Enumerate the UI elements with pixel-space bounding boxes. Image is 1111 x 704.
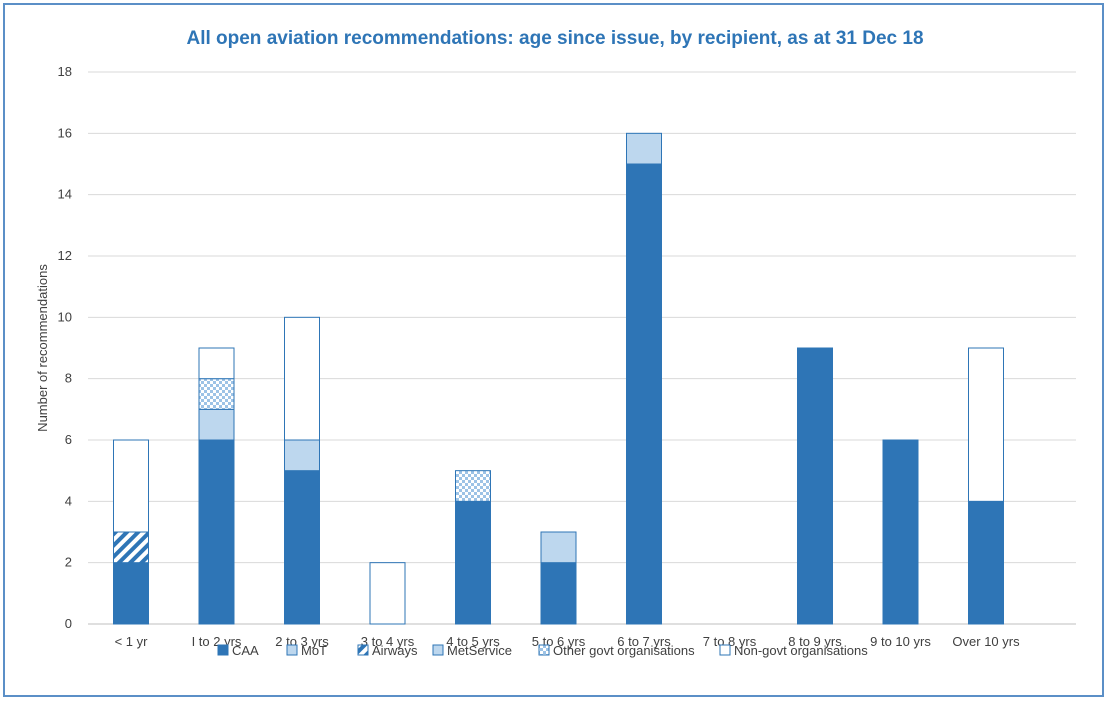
legend-label: Airways (372, 643, 418, 658)
bar-segment (113, 439, 149, 533)
bar-segment (198, 378, 235, 410)
legend-label: MetService (447, 643, 512, 658)
y-tick-label: 2 (65, 555, 72, 570)
legend-swatch (217, 644, 229, 656)
bar-segment (540, 531, 577, 564)
x-tick-label: I to 2 yrs (192, 634, 242, 649)
legend-label: MoT (301, 643, 327, 658)
legend-label: Non-govt organisations (734, 643, 868, 658)
bar-segment (198, 439, 235, 625)
y-tick-label: 8 (65, 371, 72, 386)
gridlines (88, 71, 1076, 625)
x-tick-label: 6 to 7 yrs (617, 634, 671, 649)
bar-segment (455, 500, 491, 625)
x-axis-ticks: < 1 yr I to 2 yrs 2 to 3 yrs 3 to 4 yrs 4 to… (115, 634, 1021, 649)
bar-segment (540, 562, 577, 625)
bar-segment (198, 347, 235, 380)
bar-segment (113, 531, 149, 564)
bar-segment (284, 470, 320, 625)
x-tick-label: 8 to 9 yrs (788, 634, 842, 649)
x-tick-label: 4 to 5 yrs (446, 634, 500, 649)
bar-segment (113, 562, 149, 625)
x-tick-label: < 1 yr (115, 634, 149, 649)
x-tick-label: 9 to 10 yrs (870, 634, 931, 649)
legend: CAA MoT Airways MetService Other govt organi… (217, 643, 868, 658)
legend-swatch (538, 644, 550, 656)
bars (113, 132, 1004, 625)
bar-segment (369, 562, 406, 625)
bar-segment (626, 132, 662, 165)
y-tick-label: 12 (58, 248, 72, 263)
x-tick-label: 3 to 4 yrs (361, 634, 415, 649)
legend-swatch (432, 644, 444, 656)
legend-swatch (286, 644, 298, 656)
y-tick-label: 10 (58, 309, 72, 324)
y-tick-label: 16 (58, 125, 72, 140)
y-axis-ticks: 0 2 4 6 8 10 12 14 16 18 (58, 64, 72, 631)
chart-title: All open aviation recommendations: age s… (186, 28, 923, 49)
legend-swatch (357, 644, 369, 656)
bar-segment (198, 408, 235, 441)
y-axis-title: Number of recommendations (35, 264, 50, 432)
bar-segment (284, 439, 320, 472)
y-tick-label: 4 (65, 493, 72, 508)
bar-segment (968, 347, 1004, 502)
legend-swatch (719, 644, 731, 656)
x-tick-label: 7 to 8 yrs (703, 634, 757, 649)
bar-segment (797, 347, 833, 625)
legend-label: Other govt organisations (553, 643, 695, 658)
y-tick-label: 0 (65, 616, 72, 631)
bar-segment (968, 500, 1004, 625)
x-tick-label: Over 10 yrs (952, 634, 1020, 649)
y-tick-label: 18 (58, 64, 72, 79)
bar-segment (455, 470, 491, 502)
bar-segment (882, 439, 919, 625)
y-tick-label: 14 (58, 187, 72, 202)
bar-segment (284, 316, 320, 441)
legend-label: CAA (232, 643, 259, 658)
bar-segment (626, 163, 662, 625)
y-tick-label: 6 (65, 432, 72, 447)
